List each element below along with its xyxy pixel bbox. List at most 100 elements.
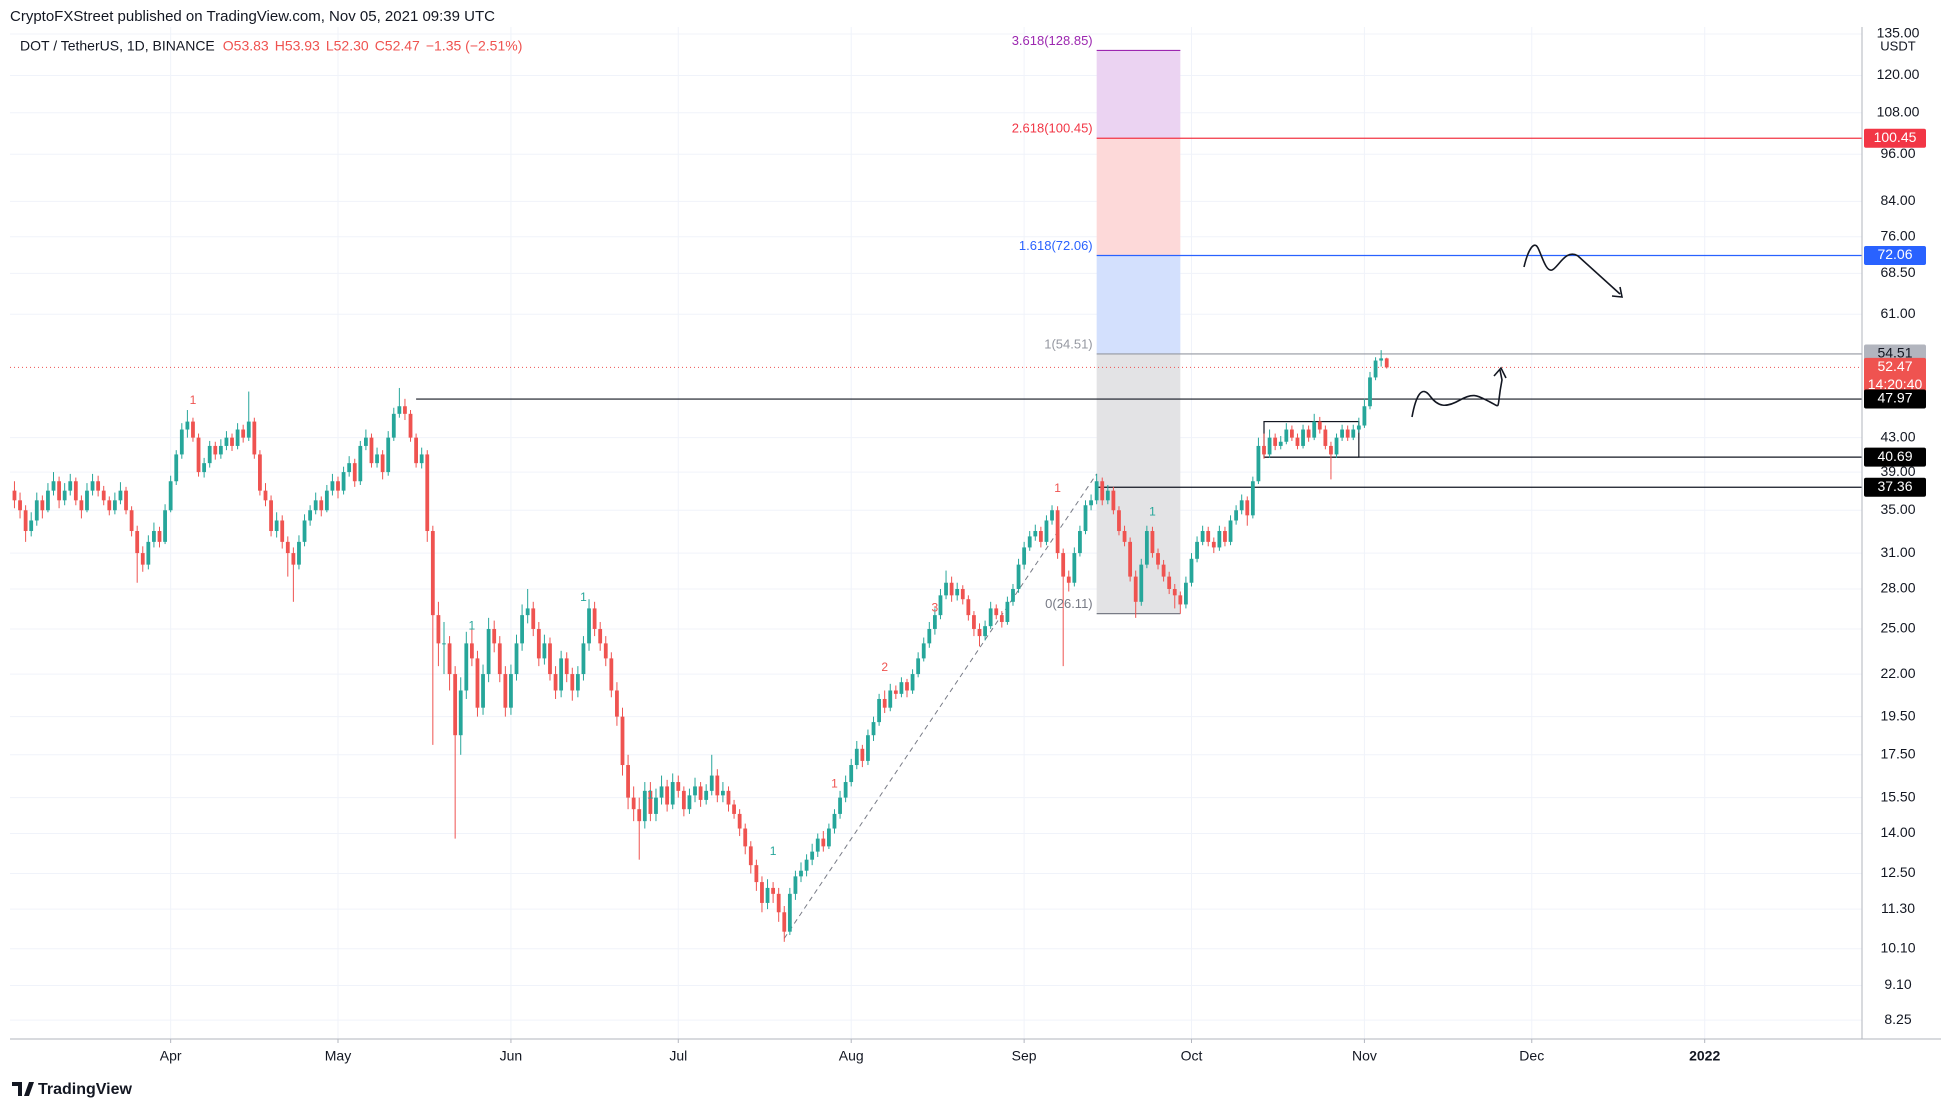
plot xyxy=(10,27,1862,1039)
candle-body xyxy=(85,490,89,511)
fib-zone xyxy=(1096,138,1181,256)
candle-body xyxy=(497,643,502,675)
candle-body xyxy=(681,790,686,810)
candle-body xyxy=(1239,500,1244,511)
candle-body xyxy=(994,608,999,616)
candle-body xyxy=(871,722,876,736)
candle-body xyxy=(1094,481,1099,501)
candle-body xyxy=(1206,531,1211,542)
candle-body xyxy=(1144,531,1149,565)
candle-body xyxy=(514,643,519,675)
x-tick-label: Sep xyxy=(1012,1048,1037,1064)
candle-body xyxy=(263,490,268,501)
candle-body xyxy=(620,716,625,766)
td-count: 1 xyxy=(1054,481,1061,495)
candle-body xyxy=(1005,601,1010,622)
td-count: 1 xyxy=(831,776,838,790)
td-count: 1 xyxy=(770,844,777,858)
legend-value: −1.35 (−2.51%) xyxy=(426,38,523,54)
candle-body xyxy=(598,628,603,644)
candle-body xyxy=(380,454,385,473)
candle-body xyxy=(230,437,234,446)
fib-label: 1.618(72.06) xyxy=(1019,238,1093,253)
candle-body xyxy=(1128,541,1133,577)
candle-body xyxy=(1033,531,1038,537)
candle-body xyxy=(347,463,352,473)
candle-body xyxy=(157,531,162,542)
candle-body xyxy=(932,615,937,629)
candle-body xyxy=(202,463,207,473)
candle-body xyxy=(983,626,987,637)
candle-body xyxy=(877,698,881,723)
candle-body xyxy=(843,782,848,798)
candle-body xyxy=(893,690,898,694)
candle-body xyxy=(760,882,764,903)
candle-body xyxy=(196,437,201,473)
candle-body xyxy=(152,531,156,542)
candle-body xyxy=(1250,481,1255,516)
candle-body xyxy=(1167,576,1172,589)
candle-body xyxy=(564,658,569,675)
candle-body xyxy=(972,615,976,629)
candle-body xyxy=(910,674,915,691)
candle-body xyxy=(1178,595,1183,605)
candle-body xyxy=(308,510,313,521)
candle-body xyxy=(1156,553,1160,565)
x-tick-label: Nov xyxy=(1352,1048,1377,1064)
candle-body xyxy=(1139,564,1144,602)
candle-body xyxy=(721,790,725,796)
candle-body xyxy=(1323,429,1328,446)
candle-body xyxy=(1189,558,1194,583)
candle-body xyxy=(1373,360,1378,378)
candle-body xyxy=(1050,510,1054,521)
legend-value: H53.93 xyxy=(275,38,320,54)
candle-body xyxy=(101,490,106,501)
candle-body xyxy=(112,500,117,511)
legend-value: L52.30 xyxy=(326,38,369,54)
y-tick-label: 17.50 xyxy=(1880,746,1915,762)
x-tick-label: Apr xyxy=(160,1048,182,1064)
x-tick-label: May xyxy=(325,1048,351,1064)
candle-body xyxy=(274,520,279,532)
candle-body xyxy=(1262,445,1266,455)
candle-body xyxy=(1228,520,1233,542)
candle-body xyxy=(955,588,960,596)
candle-body xyxy=(665,786,670,805)
candle-body xyxy=(1362,406,1367,426)
candle-body xyxy=(430,531,435,616)
y-tick-label: 84.00 xyxy=(1880,192,1915,208)
candle-body xyxy=(319,500,324,511)
candle-body xyxy=(715,775,720,796)
candle-body xyxy=(1022,547,1027,565)
y-tick-label: 39.00 xyxy=(1880,463,1915,479)
y-tick-label: 120.00 xyxy=(1877,66,1920,82)
candle-body xyxy=(57,481,61,501)
candle-body xyxy=(642,790,647,822)
candle-body xyxy=(369,437,374,464)
candle-body xyxy=(492,628,497,644)
candle-body xyxy=(1301,429,1305,446)
candle-body xyxy=(1267,437,1272,455)
candle-body xyxy=(603,643,608,659)
candle-body xyxy=(1161,564,1166,577)
candle-body xyxy=(1345,429,1350,438)
candle-body xyxy=(458,690,463,736)
candle-body xyxy=(386,437,391,473)
candle-body xyxy=(1038,531,1043,542)
candle-body xyxy=(469,643,474,659)
candle-body xyxy=(810,851,815,860)
candle-body xyxy=(135,531,140,554)
candle-body xyxy=(944,582,948,596)
candle-body xyxy=(302,520,307,542)
candle-body xyxy=(921,643,926,659)
candle-body xyxy=(615,690,619,717)
fib-label: 1(54.51) xyxy=(1044,336,1092,351)
candle-body xyxy=(1278,441,1283,446)
candle-body xyxy=(849,765,854,783)
candle-body xyxy=(453,674,458,736)
candle-body xyxy=(553,674,558,691)
candle-body xyxy=(324,490,329,511)
candle-body xyxy=(587,608,591,644)
drawn-projection xyxy=(1523,244,1621,295)
